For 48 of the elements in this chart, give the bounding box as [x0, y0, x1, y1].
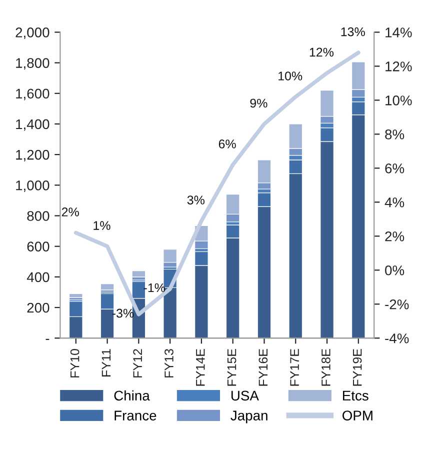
- x-tick-label: FY14E: [196, 349, 205, 386]
- x-tick-label: FY12: [133, 349, 142, 378]
- y2-tick-label: 2%: [385, 231, 404, 242]
- y2-tick-label: 12%: [386, 62, 412, 72]
- y2-tick-label: 4%: [384, 198, 404, 208]
- y2-tick-label: 0%: [385, 265, 404, 276]
- x-tick-label: FY18E: [322, 349, 330, 386]
- y2-tick-label: -4%: [385, 333, 409, 344]
- y-tick-label: 1,600: [16, 88, 50, 100]
- y2-tick-label: -2%: [385, 299, 409, 310]
- data-label: 12%: [310, 48, 334, 57]
- x-tick-label: FY15E: [227, 349, 236, 386]
- data-label: 6%: [218, 140, 236, 148]
- y-tick-label: 600: [27, 242, 50, 252]
- data-label: 1%: [94, 221, 110, 230]
- y-tick-label: 400: [26, 272, 50, 282]
- x-tick-label: FY17E: [290, 349, 299, 386]
- y-tick-label: -: [46, 338, 50, 340]
- bar: [132, 270, 146, 278]
- y-tick-label: 1,400: [16, 119, 50, 131]
- bar: [69, 293, 83, 298]
- y-tick-label: 200: [27, 302, 50, 313]
- y2-tick-label: 14%: [386, 28, 412, 38]
- y2-tick-label: 6%: [385, 163, 404, 174]
- legend-label: Japan: [230, 410, 268, 424]
- legend-label: OPM: [342, 410, 372, 420]
- x-tick-label: FY13: [164, 349, 174, 378]
- data-label: 13%: [341, 27, 365, 36]
- x-tick-label: FY16E: [258, 349, 268, 386]
- legend-label: Etcs: [343, 390, 368, 401]
- data-label: 10%: [278, 72, 302, 80]
- y-tick-label: 1,200: [16, 150, 50, 162]
- x-tick-label: FY19E: [352, 349, 362, 386]
- y-tick-label: 800: [27, 211, 50, 221]
- legend-label: USA: [231, 390, 259, 401]
- data-label: 3%: [187, 196, 204, 204]
- legend-label: China: [114, 390, 150, 401]
- y-tick-label: 1,800: [16, 58, 50, 70]
- x-tick-label: FY10: [70, 349, 80, 378]
- y-tick-label: 1,000: [16, 180, 50, 192]
- y-tick-label: 2,000: [16, 28, 50, 40]
- x-tick-label: FY11: [102, 349, 111, 376]
- bar: [100, 284, 114, 290]
- y2-tick-label: 10%: [386, 96, 412, 106]
- legend-label: France: [114, 410, 156, 420]
- data-label: 9%: [250, 98, 268, 108]
- data-label: 2%: [62, 208, 79, 216]
- y2-tick-label: 8%: [385, 130, 404, 140]
